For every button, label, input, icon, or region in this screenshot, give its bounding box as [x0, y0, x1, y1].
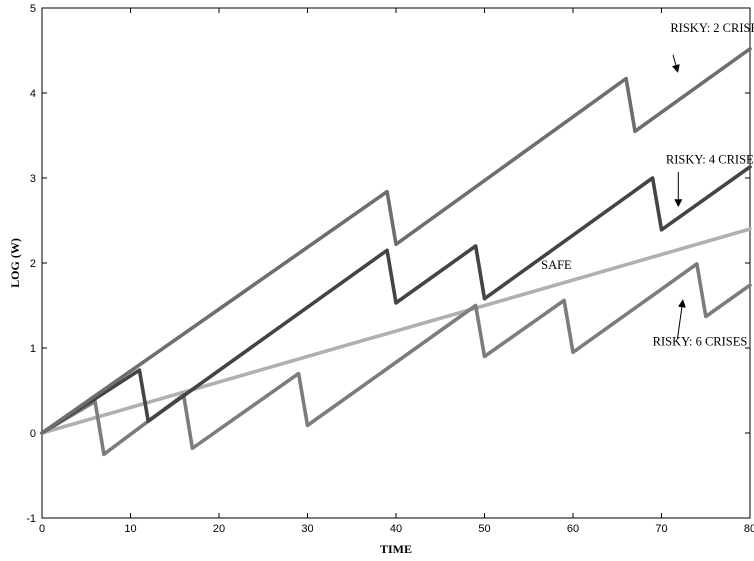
annotation-arrow-risky-6-crises: [676, 299, 686, 339]
series-line-risky-2-crises: [40, 46, 752, 435]
x-tick-label: 50: [478, 523, 490, 535]
y-tick-label: -1: [26, 513, 36, 525]
x-axis-label: TIME: [380, 542, 412, 556]
annotation-risky-2-crises: RISKY: 2 CRISES: [670, 21, 754, 35]
annotation-arrow-risky-2-crises: [671, 54, 680, 73]
x-tick-label: 10: [124, 523, 136, 535]
y-tick-label: 0: [30, 428, 36, 440]
y-tick-label: 1: [30, 343, 36, 355]
annotation-risky-4-crises: RISKY: 4 CRISES: [666, 153, 754, 167]
x-tick-label: 40: [390, 523, 402, 535]
annotation-layer: RISKY: 2 CRISES RISKY: 4 CRISES SAFE RISKY:…: [541, 21, 754, 349]
y-tick-label: 2: [30, 258, 36, 270]
y-axis-ticks: -1 0 1 2 3 4 5: [26, 3, 750, 525]
y-tick-label: 3: [30, 173, 36, 185]
plot-area: [41, 7, 751, 519]
x-tick-label: 70: [655, 523, 667, 535]
series-line-risky-6-crises: [40, 262, 752, 457]
series-line-risky-4-crises: [40, 165, 752, 435]
x-axis-ticks: 0 10 20 30 40 50 60 70 80: [39, 8, 754, 535]
y-tick-label: 4: [30, 88, 36, 100]
x-tick-label: 60: [567, 523, 579, 535]
x-tick-label: 20: [213, 523, 225, 535]
series-layer: [40, 46, 752, 457]
x-tick-label: 0: [39, 523, 45, 535]
annotation-risky-6-crises: RISKY: 6 CRISES: [653, 334, 748, 348]
y-tick-label: 5: [30, 3, 36, 15]
annotation-safe: SAFE: [541, 258, 572, 272]
y-axis-label: LOG (W): [8, 238, 22, 288]
x-tick-label: 30: [301, 523, 313, 535]
series-line-safe: [40, 227, 752, 435]
x-tick-label: 80: [744, 523, 754, 535]
